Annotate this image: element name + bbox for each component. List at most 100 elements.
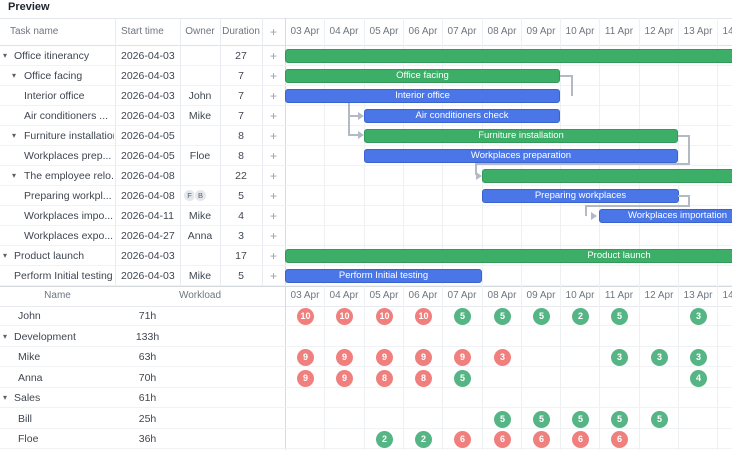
day-header: 14 Apr [722,26,732,37]
resource-hours: 63h [138,351,157,363]
row-add-button[interactable]: + [269,209,277,223]
task-bar[interactable]: Air conditioners check [364,109,560,123]
resource-hours: 133h [135,331,160,343]
day-gridline [403,18,404,450]
task-start: 2026-04-08 [121,170,175,182]
section-splitter[interactable] [0,286,732,287]
expand-arrow[interactable]: ▾ [3,251,8,260]
dependency-link [678,195,690,197]
row-add-button[interactable]: + [269,249,277,263]
day-header-resource: 14 Apr [722,290,732,301]
expand-arrow[interactable]: ▾ [3,393,8,402]
row-line [0,206,732,226]
task-owner: Anna [187,230,213,242]
workload-badge: 5 [454,308,471,325]
row-add-button[interactable]: + [269,89,277,103]
task-bar[interactable]: Interior office [285,89,560,103]
project-bar[interactable]: Office facing [285,69,560,83]
expand-arrow[interactable]: ▾ [12,71,17,80]
task-name: Workplaces impo... [24,210,114,222]
day-header: 12 Apr [644,26,674,37]
row-line [0,347,732,367]
workload-badge: 6 [494,431,511,448]
dependency-arrow [358,112,368,120]
row-add-button[interactable]: + [269,269,277,283]
dependency-link [585,205,587,216]
bar-label: Workplaces importation [627,210,728,221]
workload-badge: 5 [494,308,511,325]
row-add-button[interactable]: + [269,149,277,163]
task-bar[interactable]: Perform Initial testing [285,269,482,283]
project-bar[interactable]: The employee relocation [482,169,732,183]
expand-arrow[interactable]: ▾ [12,171,17,180]
column-gridline [262,18,263,286]
day-header-resource: 07 Apr [447,290,477,301]
expand-arrow[interactable]: ▾ [3,51,8,60]
bar-label: Perform Initial testing [338,270,429,281]
workload-badge: 5 [494,411,511,428]
day-header: 06 Apr [408,26,438,37]
row-line [0,226,732,246]
column-gridline [115,18,116,286]
dependency-link [475,163,690,165]
task-start: 2026-04-03 [121,270,175,282]
project-bar[interactable]: Furniture installation [364,129,678,143]
project-bar[interactable]: Office itinerancy [285,49,732,63]
bar-label: Interior office [395,90,450,101]
project-bar[interactable]: Product launch [285,249,732,263]
row-line [0,106,732,126]
row-add-button[interactable]: + [269,229,277,243]
task-owner: Mike [188,110,212,122]
task-bar[interactable]: Workplaces importation [599,209,732,223]
day-gridline [364,18,365,450]
resource-name: Bill [18,413,33,425]
row-line [0,126,732,146]
day-header-resource: 11 Apr [604,290,634,301]
task-name: Office itinerancy [14,50,90,62]
day-gridline [560,18,561,450]
add-column-button[interactable]: + [269,25,277,39]
day-header-resource: 13 Apr [683,290,713,301]
row-line [0,409,732,429]
day-header: 04 Apr [329,26,359,37]
workload-badge: 9 [376,349,393,366]
workload-badge: 9 [297,370,314,387]
workload-badge: 10 [415,308,432,325]
task-duration: 5 [238,270,244,282]
row-line [0,306,732,326]
task-bar[interactable]: Preparing workplaces [482,189,679,203]
workload-badge: 3 [611,349,628,366]
row-add-button[interactable]: + [269,189,277,203]
workload-badge: 2 [376,431,393,448]
row-add-button[interactable]: + [269,169,277,183]
task-bar[interactable]: Workplaces preparation [364,149,678,163]
row-add-button[interactable]: + [269,129,277,143]
dependency-link [688,135,690,163]
task-duration: 22 [235,170,247,182]
row-line [0,327,732,347]
resource-hours: 25h [138,413,157,425]
expand-arrow[interactable]: ▾ [3,332,8,341]
workload-badge: 5 [611,308,628,325]
day-header-resource: 12 Apr [644,290,674,301]
resource-name: Mike [18,351,41,363]
day-gridline [521,18,522,450]
workload-badge: 10 [376,308,393,325]
grid-timeline-splitter[interactable] [285,18,286,450]
row-add-button[interactable]: + [269,109,277,123]
bar-label: Air conditioners check [415,110,509,121]
task-duration: 27 [235,50,247,62]
day-header-resource: 03 Apr [290,290,320,301]
row-line [0,368,732,388]
widget-top-border [0,18,732,19]
expand-arrow[interactable]: ▾ [12,131,17,140]
workload-badge: 9 [297,349,314,366]
task-name: Product launch [14,250,85,262]
workload-badge: 6 [533,431,550,448]
task-name: Workplaces expo... [24,230,114,242]
row-add-button[interactable]: + [269,69,277,83]
day-gridline [639,18,640,450]
row-add-button[interactable]: + [269,49,277,63]
resource-name: Floe [18,433,39,445]
row-line [0,266,732,286]
